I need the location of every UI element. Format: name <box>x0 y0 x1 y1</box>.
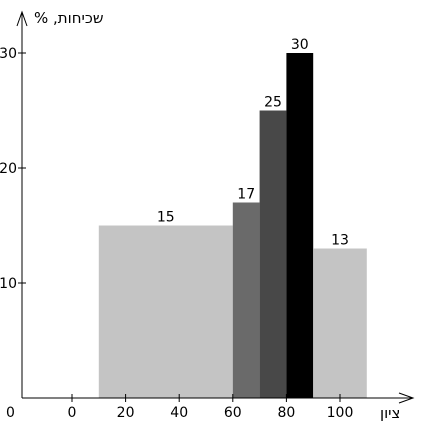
x-tick-label-5: 100 <box>327 405 354 421</box>
bar-3 <box>286 53 314 398</box>
bar-0 <box>98 225 233 398</box>
bar-value-label-2: 25 <box>264 95 282 111</box>
bar-2 <box>259 110 287 398</box>
ticks-layer: 0 20 40 60 80 100 10 20 30 <box>0 46 353 421</box>
bar-labels-layer: 15 17 25 30 13 <box>157 37 349 249</box>
y-tick-label-0: 10 <box>0 276 17 292</box>
x-axis-arrow-icon <box>398 392 415 404</box>
x-tick-label-0: 0 <box>68 405 77 421</box>
bar-1 <box>232 202 260 398</box>
bar-value-label-3: 30 <box>291 37 309 53</box>
y-tick-label-1: 20 <box>0 161 17 177</box>
axes-layer: שכיחות, % ציון 0 <box>6 9 415 422</box>
bar-value-label-1: 17 <box>237 187 255 203</box>
bar-value-label-0: 15 <box>157 210 175 226</box>
x-tick-label-4: 80 <box>277 405 295 421</box>
bar-4 <box>313 248 367 398</box>
x-tick-label-2: 40 <box>170 405 188 421</box>
x-axis-label: ציון <box>380 404 400 422</box>
x-tick-label-3: 60 <box>224 405 242 421</box>
bar-value-label-4: 13 <box>331 233 349 249</box>
origin-label: 0 <box>6 405 15 421</box>
y-tick-label-2: 30 <box>0 46 17 62</box>
x-tick-label-1: 20 <box>117 405 135 421</box>
y-axis-arrow-icon <box>16 10 28 27</box>
y-axis-label: שכיחות, % <box>34 9 103 27</box>
bars-layer <box>98 53 367 398</box>
